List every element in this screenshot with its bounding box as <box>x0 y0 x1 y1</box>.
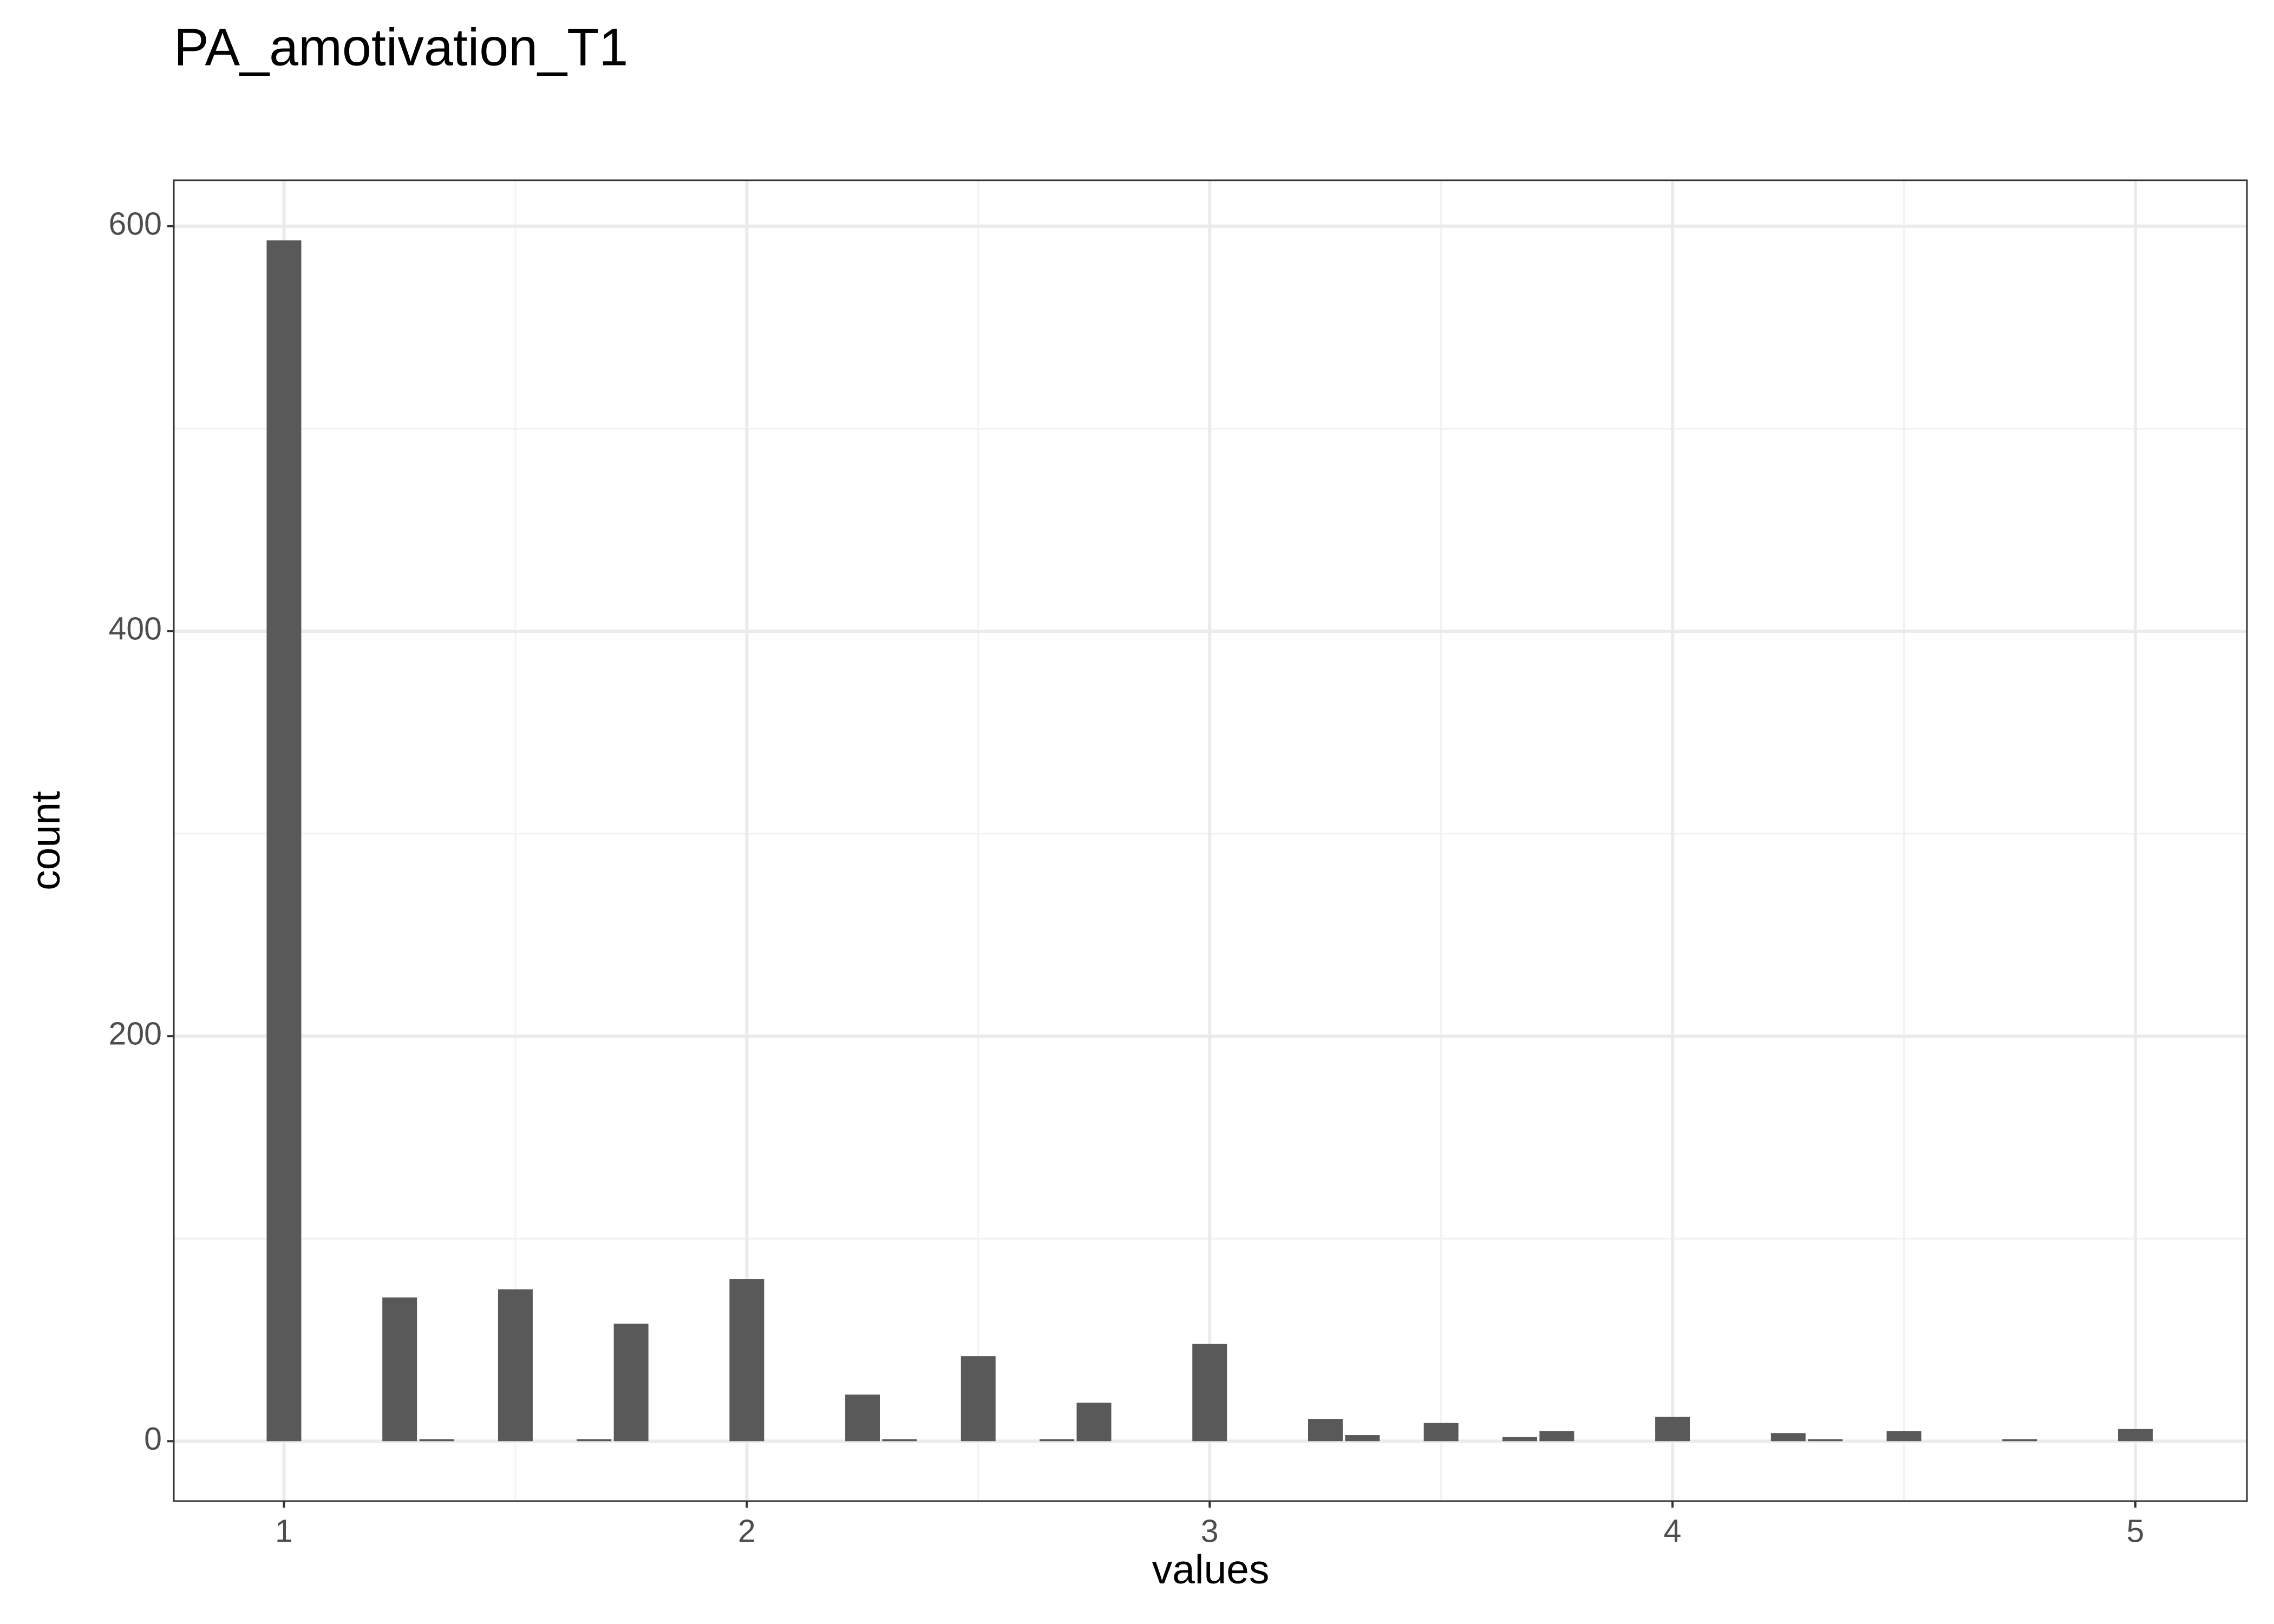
bar <box>577 1439 612 1442</box>
bar <box>1040 1439 1075 1442</box>
bar <box>960 1356 996 1442</box>
chart-title: PA_amotivation_T1 <box>174 18 628 77</box>
bar <box>1539 1431 1574 1442</box>
bar <box>1655 1417 1690 1442</box>
bar <box>1076 1403 1112 1442</box>
bar <box>1886 1431 1922 1442</box>
x-tick-label: 1 <box>275 1514 293 1549</box>
bar <box>1192 1344 1227 1442</box>
y-tick-label: 0 <box>144 1421 162 1457</box>
bar <box>1502 1437 1537 1442</box>
y-tick-label: 600 <box>109 206 162 241</box>
bar <box>1808 1439 1843 1442</box>
bar <box>729 1279 764 1442</box>
bar <box>613 1324 649 1442</box>
x-tick-label: 4 <box>1664 1514 1682 1549</box>
bar <box>882 1439 917 1442</box>
x-tick-label: 5 <box>2127 1514 2145 1549</box>
bar <box>845 1394 880 1442</box>
x-axis-title: values <box>1152 1547 1270 1592</box>
x-tick-label: 2 <box>738 1514 756 1549</box>
bar <box>2002 1439 2037 1442</box>
bar <box>1770 1433 1806 1442</box>
y-tick-label: 200 <box>109 1016 162 1052</box>
plot-border <box>173 179 2248 1502</box>
x-tick-label: 3 <box>1201 1514 1219 1549</box>
y-tick-label: 400 <box>109 611 162 647</box>
bar <box>419 1439 454 1442</box>
bar <box>382 1297 417 1442</box>
bar <box>1308 1419 1343 1442</box>
bar <box>498 1289 533 1442</box>
bar <box>1345 1435 1380 1442</box>
bar <box>266 240 302 1442</box>
bar <box>2118 1429 2153 1442</box>
bar <box>1423 1423 1459 1442</box>
y-axis-title: count <box>23 791 68 890</box>
